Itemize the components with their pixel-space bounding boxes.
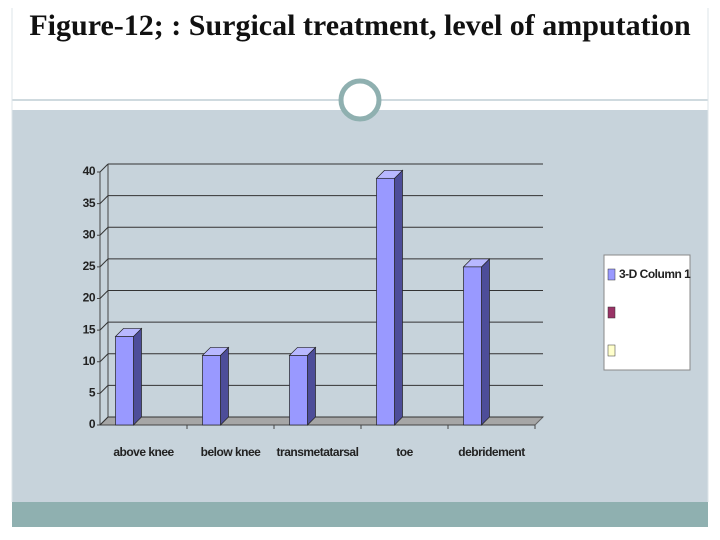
grid-line: [99, 163, 109, 173]
bar-front: [463, 266, 482, 426]
y-tick-label: 25: [83, 259, 96, 273]
panel: [12, 110, 708, 502]
x-tick-label: toe: [396, 445, 413, 459]
x-tick-label: above knee: [113, 445, 174, 459]
grid-line: [99, 195, 109, 204]
x-tick-label: transmetatarsal: [277, 445, 359, 459]
bar-side: [307, 346, 316, 426]
x-tick-label: debridement: [458, 445, 525, 459]
grid-line: [99, 321, 109, 331]
grid-line: [99, 416, 109, 426]
bar-side: [133, 327, 142, 426]
y-tick-label: 20: [83, 291, 96, 305]
x-tick-label: below knee: [201, 445, 262, 459]
legend-swatch: [607, 306, 616, 319]
legend-swatch: [607, 344, 616, 357]
y-tick-label: 30: [83, 227, 96, 241]
bar: [201, 346, 230, 426]
bar: [375, 169, 404, 426]
y-tick-label: 0: [89, 417, 96, 431]
grid-line: [99, 290, 109, 299]
grid-line: [99, 385, 109, 394]
y-tick-label: 40: [83, 164, 96, 178]
y-tick-label: 10: [83, 354, 96, 368]
bar: [114, 327, 143, 426]
footer-band: [12, 502, 708, 527]
bar-front: [289, 355, 308, 426]
grid-line: [99, 353, 109, 363]
ornament: [338, 78, 382, 122]
grid-line: [99, 258, 109, 268]
bar: [462, 258, 491, 426]
bar-side: [220, 346, 229, 426]
bar-front: [202, 355, 221, 426]
slide-title: Figure-12; : Surgical treatment, level o…: [29, 9, 691, 42]
y-tick-label: 5: [89, 386, 96, 400]
bar: [288, 346, 317, 426]
legend-label: 3-D Column 1: [619, 267, 691, 281]
grid-line: [99, 226, 109, 236]
bar-side: [481, 258, 490, 426]
bar-front: [376, 177, 395, 426]
y-tick-label: 35: [83, 196, 96, 210]
legend-swatch: [607, 268, 616, 281]
legend-box: [603, 254, 691, 371]
bar-front: [115, 336, 134, 426]
bar-side: [394, 169, 403, 426]
y-tick-label: 15: [83, 322, 96, 336]
